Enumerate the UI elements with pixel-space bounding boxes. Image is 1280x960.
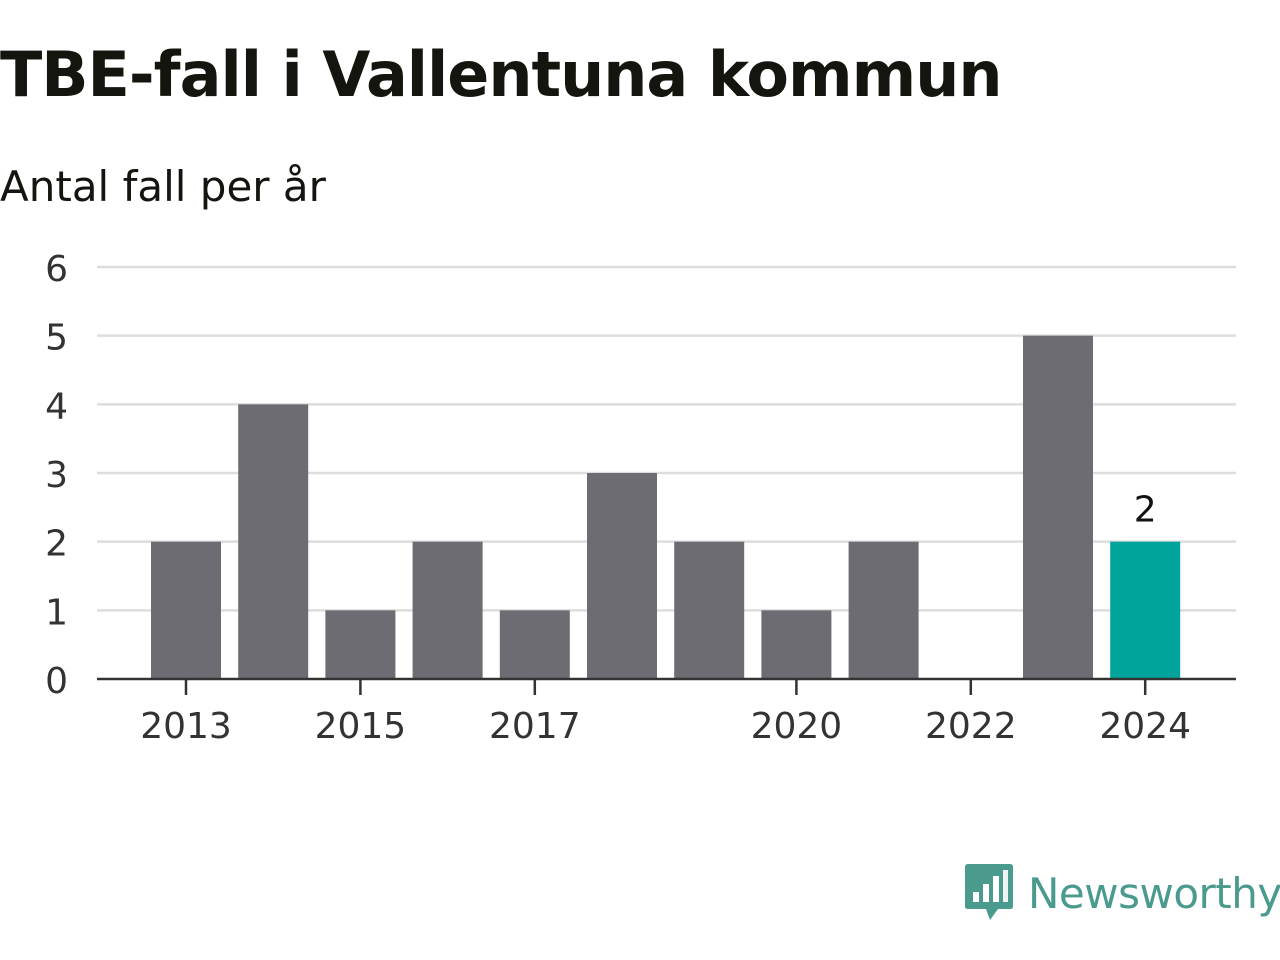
y-tick-label: 0	[45, 661, 68, 702]
bar-2015	[325, 610, 396, 679]
bar-2014	[238, 404, 309, 679]
y-tick-label: 2	[45, 524, 68, 565]
x-tick-label: 2022	[925, 706, 1017, 747]
chart-title: TBE-fall i Vallentuna kommun	[0, 38, 1002, 111]
bar-2024	[1110, 541, 1181, 679]
y-tick-label: 5	[45, 318, 68, 359]
bar-2013	[151, 541, 221, 679]
x-tick-label: 2017	[489, 706, 581, 747]
y-tick-label: 1	[45, 592, 68, 633]
brand-logo: Newsworthy	[964, 862, 1280, 924]
bar-2020	[761, 610, 832, 679]
x-tick-label: 2013	[140, 706, 232, 747]
bar-2017	[499, 610, 570, 679]
bar-2016	[412, 541, 483, 679]
y-tick-label: 6	[45, 249, 68, 290]
x-tick-label: 2020	[751, 706, 843, 747]
bar-2019	[674, 541, 745, 679]
x-tick-label: 2015	[315, 706, 407, 747]
data-label: 2	[1134, 490, 1157, 531]
brand-name: Newsworthy	[1028, 868, 1280, 918]
bars	[151, 335, 1181, 679]
chart-subtitle: Antal fall per år	[0, 162, 326, 211]
y-tick-label: 4	[45, 386, 68, 427]
bar-2021	[848, 541, 919, 679]
bar-2023	[1023, 335, 1093, 679]
y-tick-label: 3	[45, 455, 68, 496]
x-tick-label: 2024	[1099, 706, 1191, 747]
axes: 0 1 2 3 4 5 6 2 2013 2015 2017 2020 2022 2024	[45, 249, 1236, 747]
bar-chart-speech-bubble-icon	[965, 864, 1013, 920]
bar-2018	[587, 473, 657, 679]
